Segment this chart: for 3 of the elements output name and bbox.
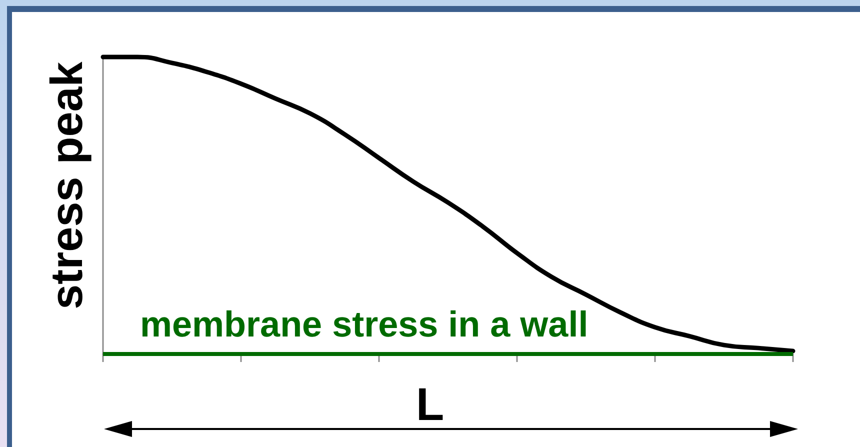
x-axis-title: L — [416, 378, 444, 430]
y-axis-title: stress peak — [41, 60, 92, 310]
ref-line-label: membrane stress in a wall — [140, 304, 588, 344]
